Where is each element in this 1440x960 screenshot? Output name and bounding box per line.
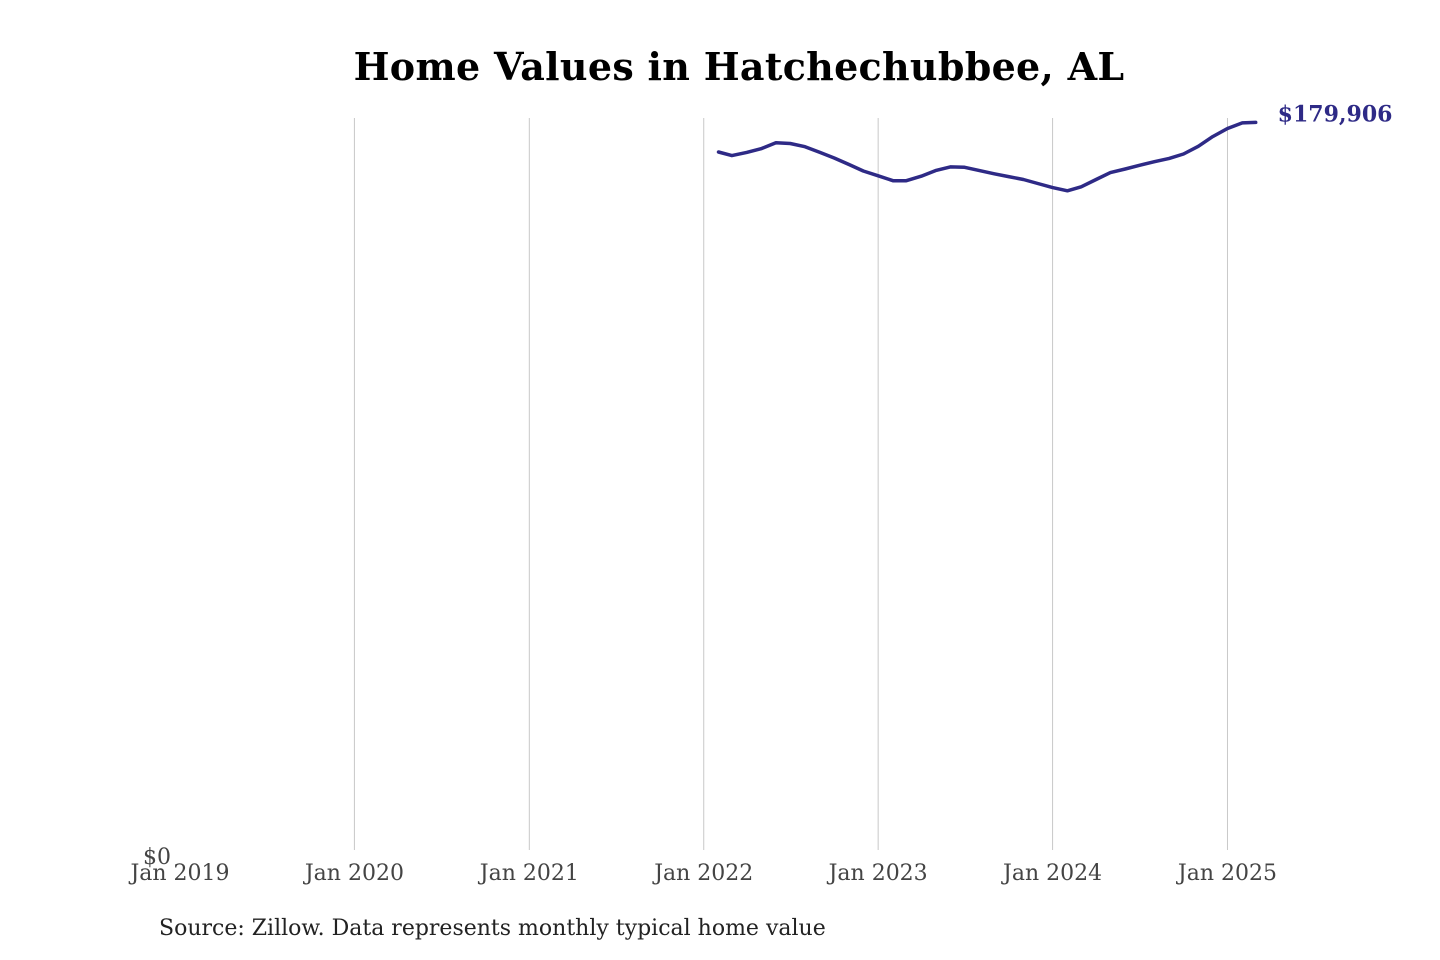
x-tick-label: Jan 2022	[652, 861, 753, 886]
x-tick-label: Jan 2023	[827, 861, 928, 886]
chart-title: Home Values in Hatchechubbee, AL	[353, 44, 1125, 89]
source-note: Source: Zillow. Data represents monthly …	[159, 916, 826, 941]
x-tick-label: Jan 2020	[303, 861, 404, 886]
end-value-label: $179,906	[1278, 101, 1393, 127]
y-tick-label: $0	[143, 845, 171, 870]
x-tick-label: Jan 2024	[1001, 861, 1102, 886]
x-tick-label: Jan 2025	[1176, 861, 1277, 886]
x-tick-label: Jan 2019	[128, 861, 229, 886]
series-line	[716, 120, 1258, 193]
x-tick-label: Jan 2021	[478, 861, 579, 886]
